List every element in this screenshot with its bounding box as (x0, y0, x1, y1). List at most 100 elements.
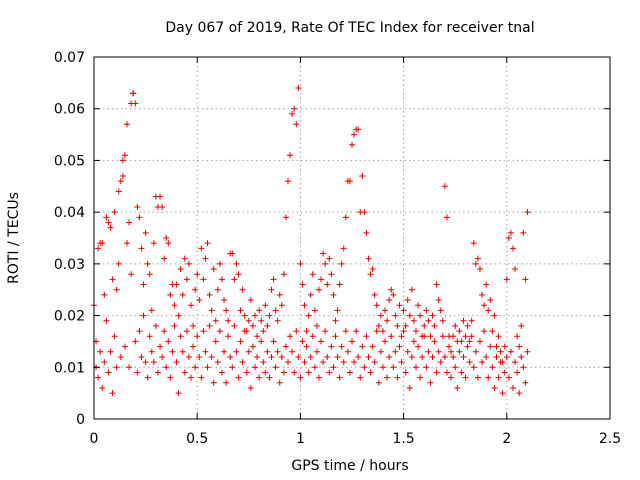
data-point (291, 369, 298, 376)
data-point (249, 322, 256, 329)
data-point (518, 322, 525, 329)
data-point (505, 235, 512, 241)
data-point (132, 100, 139, 107)
data-point (491, 312, 498, 319)
data-point (101, 359, 108, 366)
data-point (520, 229, 527, 236)
data-point (167, 291, 174, 298)
data-point (324, 281, 331, 288)
data-point (334, 353, 341, 360)
data-point (140, 312, 147, 319)
data-point (516, 343, 523, 350)
data-point (173, 359, 180, 366)
data-point (272, 364, 279, 371)
data-point (423, 364, 430, 371)
data-point (231, 322, 238, 329)
data-point (225, 317, 232, 324)
data-point (285, 178, 292, 185)
data-point (355, 126, 362, 133)
data-point (355, 353, 362, 360)
data-point (489, 328, 496, 335)
data-point (371, 291, 378, 298)
data-point (138, 245, 145, 252)
data-point (406, 312, 413, 319)
data-point (524, 348, 531, 355)
data-point (497, 348, 504, 355)
data-point (179, 348, 186, 355)
data-point (435, 348, 442, 355)
data-point (208, 307, 215, 314)
data-point (268, 353, 275, 360)
data-point (334, 307, 341, 314)
data-point (518, 353, 525, 360)
data-point (262, 369, 269, 376)
data-point (514, 369, 521, 376)
data-point (256, 307, 263, 314)
chart-title: Day 067 of 2019, Rate Of TEC Index for r… (165, 20, 534, 36)
data-point (509, 245, 516, 252)
data-point (266, 374, 273, 381)
data-point (198, 245, 205, 252)
data-point (435, 297, 442, 304)
data-point (293, 328, 300, 335)
x-axis-label: GPS time / hours (291, 458, 408, 474)
data-point (485, 374, 492, 381)
data-point (103, 214, 110, 221)
data-point (185, 353, 192, 360)
data-point (204, 364, 211, 371)
data-point (121, 152, 128, 159)
data-point (400, 307, 407, 314)
data-point (121, 343, 128, 350)
data-point (454, 384, 461, 391)
data-point (266, 312, 273, 319)
data-point (235, 271, 242, 278)
data-point (278, 353, 285, 360)
data-point (309, 333, 316, 340)
data-point (410, 338, 417, 345)
data-point (276, 379, 283, 386)
data-point (493, 343, 500, 350)
data-point (479, 359, 486, 366)
data-point (260, 328, 267, 335)
data-point (264, 322, 271, 329)
data-point (433, 281, 440, 288)
data-point (425, 317, 432, 324)
data-point (140, 281, 147, 288)
data-point (489, 364, 496, 371)
data-point (361, 364, 368, 371)
data-point (183, 276, 190, 283)
data-point (97, 348, 104, 355)
data-point (119, 157, 126, 164)
data-point (349, 338, 355, 345)
data-point (363, 229, 370, 236)
data-point (427, 333, 434, 340)
data-point (427, 379, 434, 386)
data-point (425, 348, 432, 355)
data-point (509, 384, 516, 391)
data-point (412, 364, 419, 371)
data-point (152, 322, 159, 329)
data-point (105, 219, 112, 226)
y-tick-label: 0.02 (54, 309, 85, 325)
data-point (148, 307, 155, 314)
data-point (493, 353, 500, 360)
data-point (124, 240, 131, 247)
data-point (251, 312, 258, 319)
data-point (311, 364, 318, 371)
data-point (142, 359, 149, 366)
data-point (522, 276, 529, 283)
data-point (332, 317, 339, 324)
data-point (468, 333, 475, 340)
data-point (194, 271, 201, 278)
data-point (229, 250, 236, 257)
data-point (109, 276, 116, 283)
data-point (95, 245, 102, 252)
data-point (210, 266, 217, 273)
data-point (349, 141, 355, 148)
data-point (460, 317, 467, 324)
data-point (179, 291, 186, 298)
data-point (249, 343, 256, 350)
data-point (295, 85, 302, 92)
data-point (171, 302, 178, 309)
data-point (210, 379, 217, 386)
